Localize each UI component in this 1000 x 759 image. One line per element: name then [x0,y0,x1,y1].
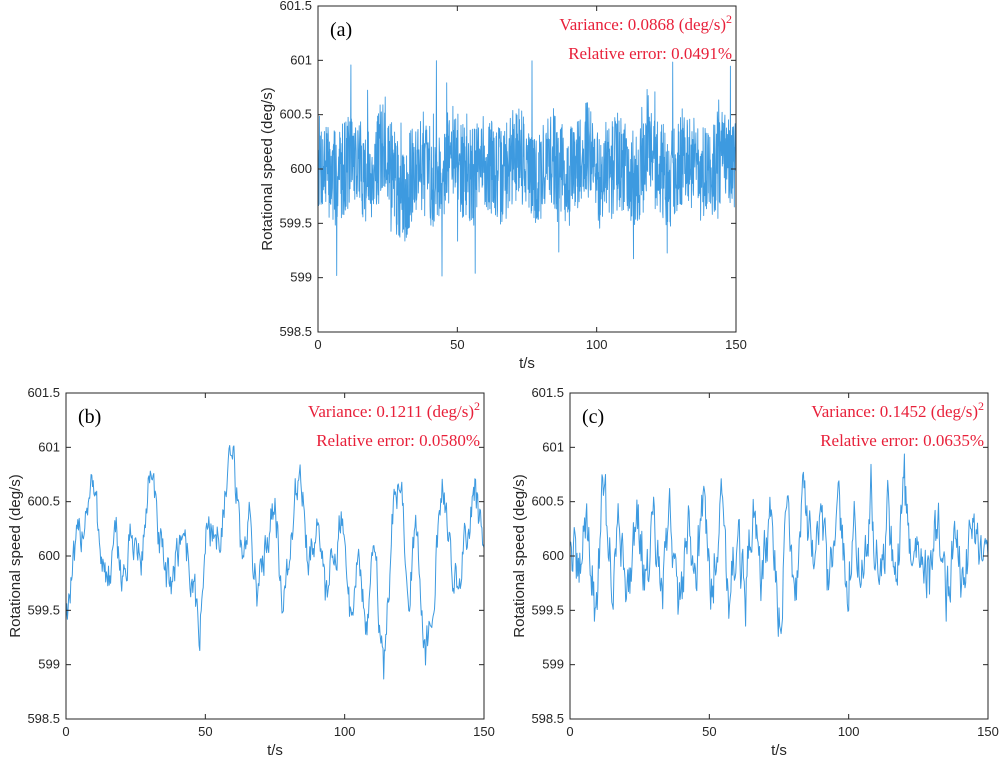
x-tick-label: 100 [586,337,608,352]
y-tick-label: 598.5 [27,711,60,726]
x-tick-label: 0 [314,337,321,352]
plot-area [569,392,989,720]
variance-annotation: Variance: 0.1452 (deg/s)2 [811,399,984,421]
panel-label: (a) [330,19,352,41]
y-axis-label: Rotational speed (deg/s) [7,474,24,637]
relative-error-annotation: Relative error: 0.0635% [820,431,984,450]
x-tick-label: 150 [725,337,747,352]
x-axis-label: t/s [771,742,787,759]
y-tick-label: 599.5 [531,602,564,617]
y-tick-label: 600 [290,161,312,176]
panel-b: 598.5 599 599.5 600 600.5 601 601.5 0 50 100 150 t/… [7,385,495,759]
series-line [65,445,485,680]
variance-annotation: Variance: 0.0868 (deg/s)2 [559,12,732,34]
variance-text: Variance: 0.1452 (deg/s) [811,402,978,421]
y-tick-label: 601.5 [531,385,564,400]
series-line [569,453,989,637]
y-tick-label: 601 [542,439,564,454]
variance-annotation: Variance: 0.1211 (deg/s)2 [308,399,480,421]
series-line [317,60,737,277]
x-tick-label: 100 [838,724,860,739]
y-tick-label: 601 [290,52,312,67]
panel-label: (c) [582,406,604,428]
x-tick-label: 50 [450,337,464,352]
y-tick-label: 601 [38,439,60,454]
y-tick-label: 599 [542,657,564,672]
y-tick-label: 598.5 [531,711,564,726]
y-tick-label: 600 [38,548,60,563]
variance-exponent: 2 [474,399,480,413]
x-tick-label: 100 [334,724,356,739]
y-tick-label: 600 [542,548,564,563]
y-tick-label: 600.5 [279,107,312,122]
variance-text: Variance: 0.0868 (deg/s) [559,15,726,34]
relative-error-annotation: Relative error: 0.0580% [316,431,480,450]
y-tick-label: 599 [38,657,60,672]
x-axis-label: t/s [519,355,535,372]
x-tick-label: 50 [702,724,716,739]
variance-text: Variance: 0.1211 (deg/s) [308,402,474,421]
panel-label: (b) [78,406,101,428]
y-tick-label: 599 [290,270,312,285]
x-tick-label: 0 [62,724,69,739]
x-tick-label: 150 [977,724,999,739]
y-tick-label: 599.5 [279,215,312,230]
y-tick-label: 601.5 [27,385,60,400]
x-tick-label: 150 [473,724,495,739]
y-axis-label: Rotational speed (deg/s) [511,474,528,637]
variance-exponent: 2 [978,399,984,413]
panel-c: 598.5 599 599.5 600 600.5 601 601.5 0 50 100 150 t/… [511,385,999,759]
y-axis-label: Rotational speed (deg/s) [259,87,276,250]
y-tick-label: 600.5 [531,494,564,509]
y-tick-label: 601.5 [279,0,312,13]
y-tick-label: 598.5 [279,324,312,339]
panel-a: 598.5 599 599.5 600 600.5 601 601.5 0 50 100 150 t/… [259,0,747,372]
variance-exponent: 2 [726,12,732,26]
x-axis-label: t/s [267,742,283,759]
y-tick-label: 600.5 [27,494,60,509]
y-tick-label: 599.5 [27,602,60,617]
x-tick-label: 50 [198,724,212,739]
x-tick-label: 0 [566,724,573,739]
plot-area [65,392,485,720]
relative-error-annotation: Relative error: 0.0491% [568,44,732,63]
